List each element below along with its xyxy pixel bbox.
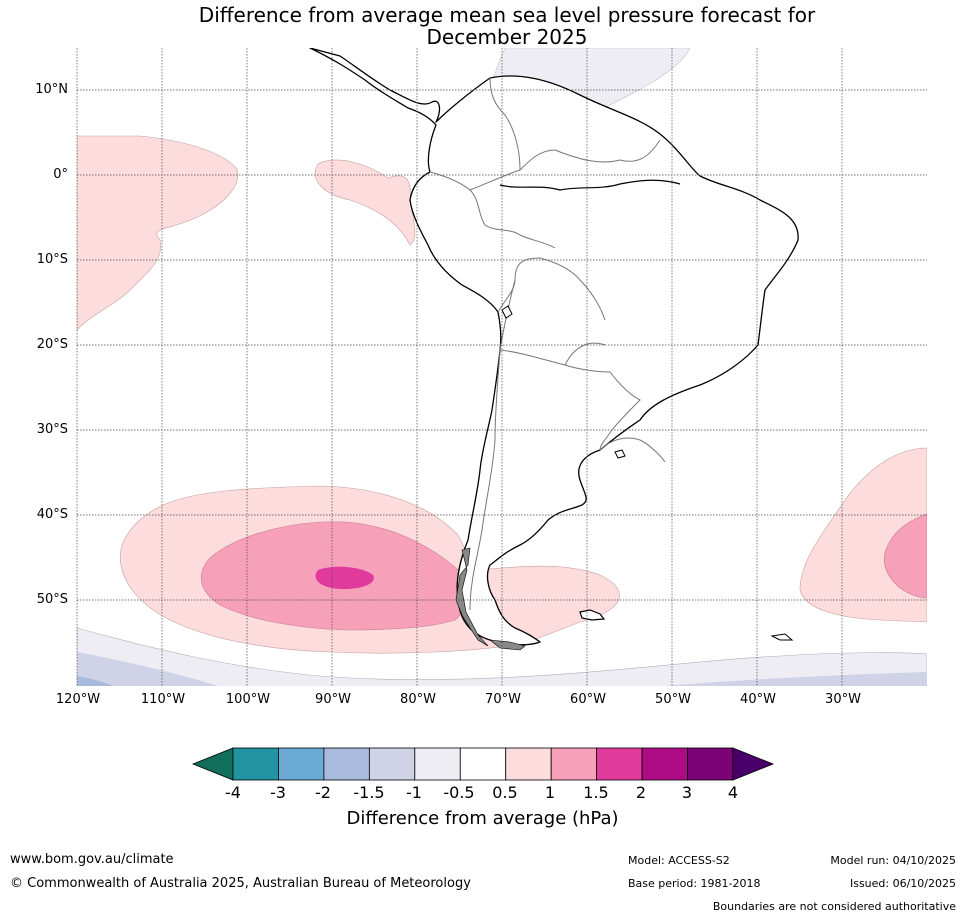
lat-label: 10°N: [35, 82, 68, 97]
colorbar-segment: [596, 747, 643, 781]
colorbar-tick: 4: [727, 783, 739, 802]
lat-label: 0°: [53, 167, 68, 182]
colorbar-tick: -1.5: [353, 783, 385, 802]
colorbar-segment: [641, 747, 688, 781]
lat-label: 40°S: [36, 507, 68, 522]
lon-label: 80°W: [400, 692, 436, 707]
colorbar-segment: [414, 747, 461, 781]
lat-label: 50°S: [36, 592, 68, 607]
colorbar-label: Difference from average (hPa): [346, 808, 619, 829]
contour-blue-corner: [77, 676, 113, 686]
title-line-1: Difference from average mean sea level p…: [198, 3, 816, 27]
contour-blue-south: [663, 672, 927, 686]
lon-label: 110°W: [140, 692, 186, 707]
colorbar-segments: [191, 747, 775, 781]
contour-rose-south-atlantic: [884, 513, 927, 599]
colorbar-segment: [505, 747, 552, 781]
contour-blue-southwest: [77, 652, 218, 686]
colorbar-arrow-high: [732, 747, 775, 781]
lon-label: 50°W: [655, 692, 691, 707]
lon-label: 100°W: [225, 692, 271, 707]
lagoa-dos-patos: [614, 449, 626, 459]
colorbar-segment: [459, 747, 507, 781]
colorbar-tick: -0.5: [443, 783, 475, 802]
footer-issued: Issued: 06/10/2025: [849, 877, 956, 890]
colorbar-segment: [687, 747, 734, 781]
title-line-2: December 2025: [426, 25, 588, 49]
colorbar-tick: 1.5: [583, 783, 609, 802]
amazon-river: [499, 179, 681, 191]
lon-label: 30°W: [825, 692, 861, 707]
colorbar-segment: [232, 747, 279, 781]
lat-label: 10°S: [36, 252, 68, 267]
footer-disclaimer: Boundaries are not considered authoritat…: [712, 900, 956, 913]
colorbar-tick: 3: [681, 783, 693, 802]
contour-lavender-south: [77, 627, 927, 686]
contour-magenta-core: [315, 566, 374, 590]
country-borders: [429, 77, 666, 611]
anomaly-contours: [77, 48, 927, 686]
lon-label: 70°W: [485, 692, 521, 707]
south-america-coastline: [309, 48, 799, 646]
colorbar-tick: -1: [406, 783, 422, 802]
lon-label: 60°W: [570, 692, 606, 707]
south-georgia: [770, 633, 794, 641]
contour-pink-galapagos: [314, 159, 416, 246]
footer-model: Model: ACCESS-S2: [628, 854, 730, 867]
colorbar-arrow-low: [191, 747, 234, 781]
forecast-map: [76, 48, 927, 686]
contour-pink-west-equatorial: [77, 135, 239, 331]
colorbar-tick: 2: [635, 783, 647, 802]
colorbar-tick: 1: [544, 783, 556, 802]
lat-label: 20°S: [36, 337, 68, 352]
colorbar-tick: 0.5: [492, 783, 518, 802]
footer-url[interactable]: www.bom.gov.au/climate: [10, 852, 174, 867]
chile-fjords: [455, 547, 526, 651]
footer-base-period: Base period: 1981-2018: [628, 877, 761, 890]
colorbar-segment: [278, 747, 325, 781]
colorbar-tick: -3: [270, 783, 286, 802]
colorbar: [191, 747, 775, 781]
colorbar-segment: [368, 747, 416, 781]
colorbar-tick: -2: [315, 783, 331, 802]
footer-model-run: Model run: 04/10/2025: [830, 854, 956, 867]
map-gridlines: [76, 48, 927, 686]
lat-label: 30°S: [36, 422, 68, 437]
colorbar-tick: -4: [225, 783, 241, 802]
lon-label: 90°W: [315, 692, 351, 707]
footer-copyright: © Commonwealth of Australia 2025, Austra…: [10, 876, 471, 891]
colorbar-segment: [550, 747, 598, 781]
chart-title: Difference from average mean sea level p…: [0, 4, 965, 48]
colorbar-segment: [323, 747, 370, 781]
lon-label: 120°W: [55, 692, 101, 707]
lon-label: 40°W: [740, 692, 776, 707]
falkland-islands: [579, 609, 606, 621]
lake-titicaca: [501, 305, 513, 319]
